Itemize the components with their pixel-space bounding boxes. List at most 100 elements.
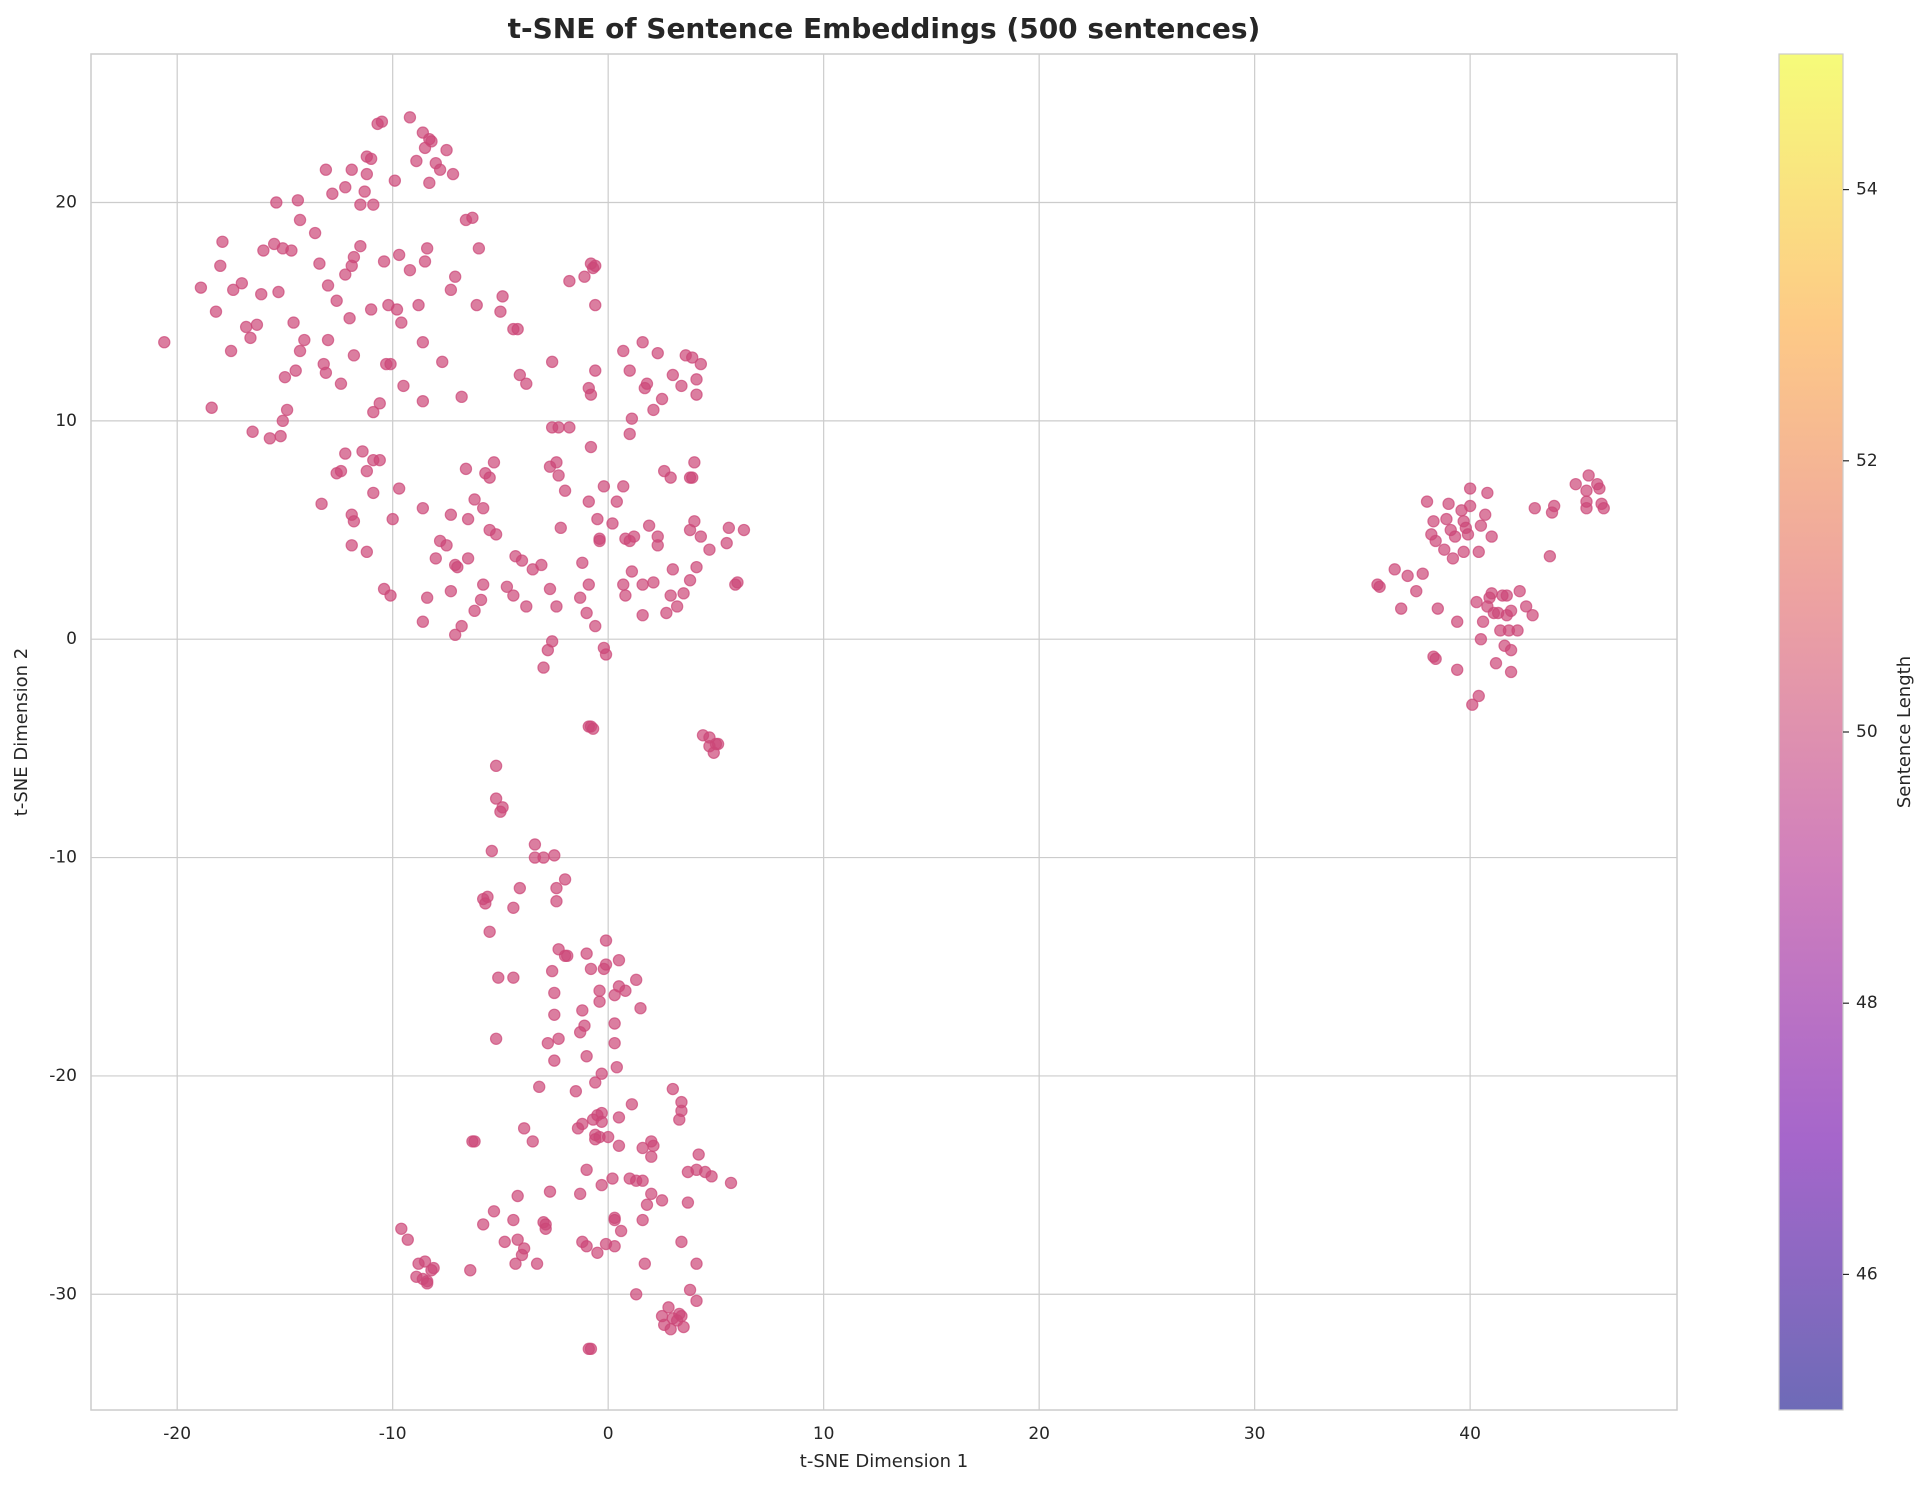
point	[410, 154, 423, 168]
point	[250, 318, 264, 331]
point	[664, 471, 677, 484]
point	[591, 512, 604, 526]
point	[647, 403, 660, 417]
point	[591, 1246, 604, 1259]
point	[315, 497, 328, 511]
plot-layer	[91, 54, 1677, 1410]
point	[528, 838, 542, 851]
point	[388, 174, 402, 187]
point	[358, 185, 371, 198]
point	[468, 604, 481, 618]
point	[489, 528, 503, 541]
point	[543, 582, 557, 596]
point	[597, 480, 611, 493]
x-tick-label: 10	[813, 1424, 835, 1444]
point	[420, 591, 434, 604]
point	[403, 263, 417, 277]
point	[390, 303, 404, 316]
point	[666, 368, 680, 382]
point	[461, 512, 475, 526]
point	[444, 508, 458, 521]
x-tick-label: 30	[1244, 1424, 1266, 1444]
point	[569, 1084, 583, 1098]
point	[373, 453, 386, 467]
point	[464, 1264, 477, 1277]
point	[537, 851, 550, 864]
point	[347, 515, 361, 528]
point	[625, 1098, 639, 1111]
point	[1504, 604, 1518, 618]
point	[455, 390, 468, 404]
point	[584, 720, 598, 733]
point	[638, 1257, 652, 1270]
point	[339, 268, 352, 281]
point	[425, 135, 438, 148]
point	[515, 1248, 529, 1262]
point	[520, 377, 533, 390]
point	[606, 1172, 619, 1185]
point	[1451, 615, 1464, 628]
point	[1511, 624, 1524, 637]
point	[224, 344, 238, 358]
point	[666, 1082, 680, 1096]
x-axis-label: t-SNE Dimension 1	[800, 1451, 968, 1472]
point	[690, 560, 703, 574]
point	[660, 606, 673, 620]
point	[683, 574, 697, 587]
point	[554, 521, 567, 535]
point	[705, 1170, 718, 1183]
point	[235, 277, 249, 290]
point	[688, 515, 701, 528]
point	[216, 235, 229, 248]
point	[496, 290, 509, 303]
point	[625, 565, 639, 578]
point	[474, 593, 488, 607]
point	[1597, 501, 1610, 515]
point	[397, 379, 410, 393]
point	[612, 1111, 626, 1124]
point	[737, 523, 751, 537]
point	[580, 947, 593, 960]
point	[479, 897, 492, 910]
point	[507, 971, 520, 984]
point	[548, 1008, 561, 1021]
point	[694, 357, 708, 371]
point	[472, 242, 486, 255]
point	[1582, 469, 1595, 482]
point	[589, 619, 602, 633]
point	[601, 1130, 615, 1144]
point	[515, 554, 529, 567]
point	[655, 392, 669, 406]
point	[1489, 657, 1503, 670]
point	[629, 973, 643, 987]
point	[597, 962, 611, 976]
point	[209, 305, 223, 318]
point	[1401, 569, 1414, 583]
point	[530, 1257, 544, 1270]
point	[308, 226, 322, 240]
point	[1593, 482, 1606, 495]
point	[573, 1026, 587, 1039]
point	[578, 270, 591, 283]
point	[392, 482, 406, 495]
point	[511, 322, 524, 336]
point	[645, 1187, 658, 1201]
point	[681, 1196, 695, 1209]
point	[690, 1294, 703, 1308]
point	[293, 344, 307, 358]
point	[1543, 550, 1557, 563]
point	[617, 480, 630, 493]
point	[584, 1342, 598, 1356]
point	[720, 536, 733, 550]
point	[688, 456, 701, 469]
point	[623, 427, 636, 441]
x-tick-label: 40	[1459, 1424, 1481, 1444]
point	[498, 1235, 511, 1249]
point	[293, 213, 307, 227]
point	[550, 600, 563, 613]
point	[448, 270, 462, 283]
point	[595, 1067, 608, 1080]
point	[647, 1139, 660, 1152]
point	[545, 635, 559, 648]
point	[599, 648, 613, 661]
